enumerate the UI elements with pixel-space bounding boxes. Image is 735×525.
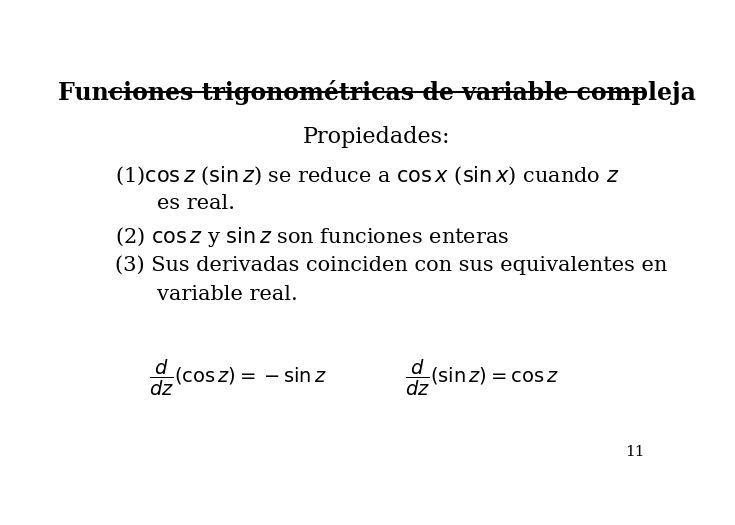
Text: (1)$\cos z$ ($\sin z$) se reduce a $\cos x$ ($\sin x$) cuando $z$: (1)$\cos z$ ($\sin z$) se reduce a $\cos… bbox=[115, 165, 619, 187]
Text: $\dfrac{d}{dz}(\sin z) = \cos z$: $\dfrac{d}{dz}(\sin z) = \cos z$ bbox=[405, 358, 559, 398]
Text: es real.: es real. bbox=[157, 194, 235, 213]
Text: (2) $\cos z$ y $\sin z$ son funciones enteras: (2) $\cos z$ y $\sin z$ son funciones en… bbox=[115, 225, 509, 249]
Text: variable real.: variable real. bbox=[157, 285, 298, 303]
Text: Propiedades:: Propiedades: bbox=[303, 125, 451, 148]
Text: 11: 11 bbox=[625, 445, 645, 459]
Text: Funciones trigonométricas de variable compleja: Funciones trigonométricas de variable co… bbox=[58, 80, 695, 105]
Text: (3) Sus derivadas coinciden con sus equivalentes en: (3) Sus derivadas coinciden con sus equi… bbox=[115, 255, 667, 275]
Text: $\dfrac{d}{dz}(\cos z) = -\sin z$: $\dfrac{d}{dz}(\cos z) = -\sin z$ bbox=[148, 358, 327, 398]
